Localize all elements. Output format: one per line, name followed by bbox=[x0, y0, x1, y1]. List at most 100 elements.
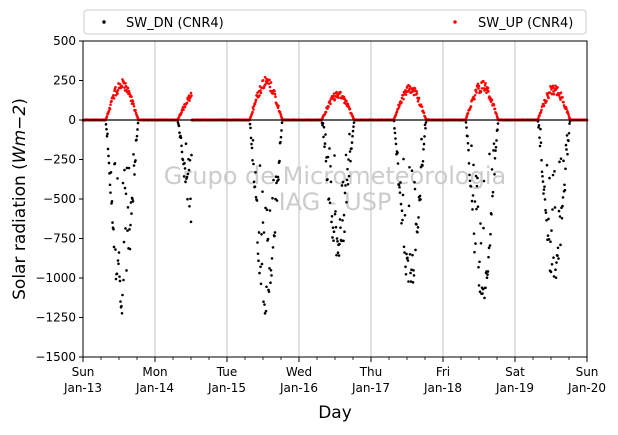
point-sw-dn bbox=[560, 216, 564, 220]
point-sw-up bbox=[254, 98, 258, 102]
point-sw-dn bbox=[327, 197, 331, 201]
point-sw-dn bbox=[344, 184, 347, 187]
point-sw-dn bbox=[491, 190, 495, 194]
point-sw-dn bbox=[469, 185, 473, 188]
point-sw-up bbox=[190, 94, 193, 97]
point-sw-dn bbox=[349, 159, 352, 163]
point-sw-dn bbox=[265, 208, 269, 212]
point-sw-dn bbox=[279, 140, 282, 144]
point-sw-up bbox=[473, 97, 476, 101]
point-sw-dn bbox=[322, 135, 325, 139]
point-sw-dn bbox=[417, 216, 420, 219]
point-sw-dn bbox=[490, 213, 493, 216]
point-sw-dn bbox=[393, 131, 397, 135]
point-sw-dn bbox=[273, 231, 277, 234]
point-sw-dn bbox=[553, 206, 557, 209]
point-sw-dn bbox=[546, 234, 550, 237]
point-sw-dn bbox=[496, 128, 499, 131]
x-tick-label-day: Sat bbox=[505, 365, 525, 379]
point-sw-dn bbox=[553, 170, 556, 173]
point-sw-up bbox=[335, 90, 338, 94]
point-sw-up bbox=[277, 104, 280, 108]
point-sw-dn bbox=[250, 146, 254, 150]
point-sw-up bbox=[112, 97, 116, 100]
point-sw-dn bbox=[339, 226, 342, 229]
point-sw-up bbox=[253, 102, 257, 106]
point-sw-dn bbox=[324, 133, 327, 136]
point-sw-dn bbox=[256, 252, 260, 256]
y-tick-label: −250 bbox=[43, 153, 76, 167]
point-sw-dn bbox=[113, 162, 117, 165]
point-sw-up bbox=[134, 108, 137, 112]
point-sw-up bbox=[559, 98, 562, 101]
point-sw-dn bbox=[331, 236, 334, 239]
point-sw-up bbox=[110, 99, 113, 103]
point-sw-dn bbox=[345, 200, 348, 204]
point-sw-up bbox=[482, 80, 485, 83]
point-sw-dn bbox=[495, 139, 498, 142]
point-sw-dn bbox=[409, 271, 412, 275]
point-sw-dn bbox=[186, 197, 189, 201]
point-sw-up bbox=[185, 101, 189, 105]
point-sw-dn bbox=[347, 158, 350, 161]
point-sw-dn bbox=[541, 180, 545, 183]
point-sw-up bbox=[476, 82, 480, 86]
point-sw-up bbox=[466, 112, 470, 115]
point-sw-up bbox=[327, 105, 330, 109]
point-sw-dn bbox=[129, 201, 133, 204]
point-sw-dn bbox=[492, 149, 495, 152]
point-sw-up bbox=[188, 99, 191, 102]
x-tick-label-date: Jan-20 bbox=[567, 381, 606, 395]
point-sw-up bbox=[328, 99, 332, 103]
point-sw-dn bbox=[396, 151, 399, 155]
point-sw-dn bbox=[352, 121, 356, 124]
y-axis-label: Solar radiation (Wm−2) bbox=[10, 98, 30, 300]
point-sw-dn bbox=[346, 182, 350, 186]
point-sw-up bbox=[271, 92, 275, 95]
y-tick-label: 500 bbox=[53, 34, 76, 48]
point-sw-up bbox=[263, 75, 267, 79]
point-sw-up bbox=[342, 95, 346, 99]
point-sw-dn bbox=[334, 225, 338, 229]
legend-box bbox=[83, 9, 587, 35]
point-sw-up bbox=[132, 102, 135, 106]
point-sw-dn bbox=[468, 179, 472, 183]
point-sw-dn bbox=[466, 134, 469, 138]
point-sw-dn bbox=[190, 153, 193, 157]
point-sw-dn bbox=[481, 287, 485, 291]
point-sw-dn bbox=[135, 134, 139, 138]
point-sw-dn bbox=[494, 149, 497, 152]
point-sw-dn bbox=[399, 202, 403, 206]
point-sw-up bbox=[402, 97, 405, 101]
legend-marker-sw-up bbox=[453, 20, 457, 24]
point-sw-dn bbox=[328, 201, 332, 205]
point-sw-dn bbox=[399, 181, 402, 184]
point-sw-up bbox=[189, 91, 193, 95]
point-sw-dn bbox=[410, 169, 414, 172]
point-sw-dn bbox=[541, 174, 544, 178]
point-sw-dn bbox=[423, 123, 427, 127]
point-sw-dn bbox=[401, 193, 405, 197]
point-sw-up bbox=[485, 91, 488, 95]
point-sw-dn bbox=[555, 261, 558, 264]
point-sw-dn bbox=[133, 173, 136, 176]
point-sw-dn bbox=[542, 188, 546, 191]
point-sw-dn bbox=[180, 150, 184, 154]
point-sw-dn bbox=[122, 278, 125, 282]
point-sw-dn bbox=[109, 191, 112, 194]
point-sw-dn bbox=[539, 127, 542, 131]
point-sw-dn bbox=[565, 148, 568, 151]
point-sw-up bbox=[116, 92, 119, 95]
point-sw-dn bbox=[470, 199, 474, 203]
point-sw-dn bbox=[398, 185, 401, 189]
point-sw-dn bbox=[261, 221, 265, 224]
point-sw-up bbox=[548, 91, 552, 95]
point-sw-dn bbox=[118, 275, 121, 278]
point-sw-dn bbox=[252, 180, 256, 184]
point-sw-dn bbox=[109, 171, 113, 174]
point-sw-up bbox=[323, 112, 327, 116]
point-sw-dn bbox=[126, 206, 130, 209]
point-sw-up bbox=[108, 107, 112, 111]
point-sw-dn bbox=[465, 126, 468, 129]
point-sw-up bbox=[259, 89, 262, 92]
